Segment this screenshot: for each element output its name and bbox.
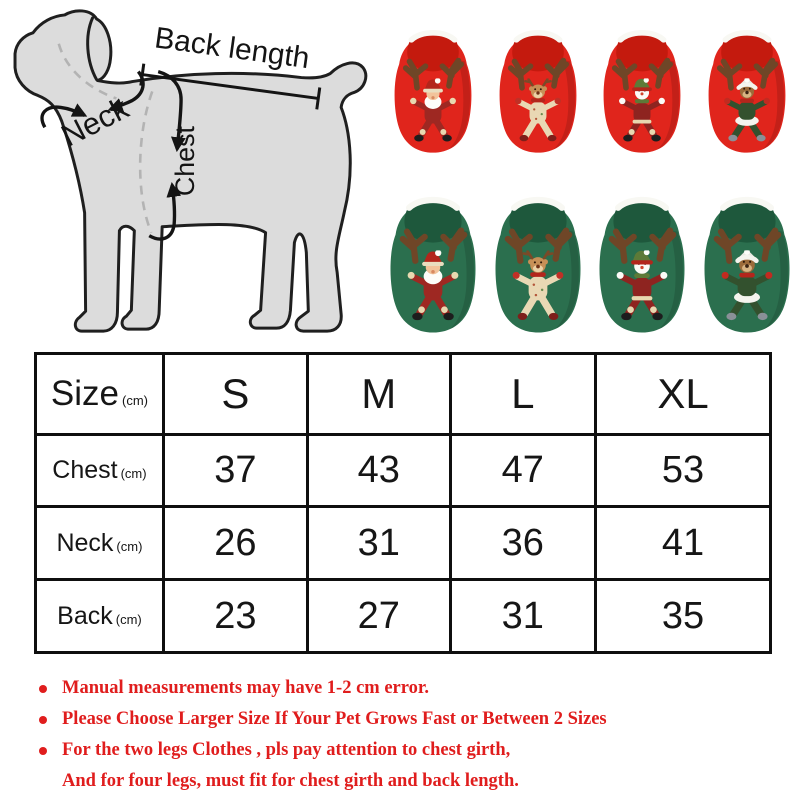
- dog-ear-line: [86, 16, 99, 82]
- note-line-4: And for four legs, must fit for chest gi…: [30, 766, 798, 797]
- product-cell: [381, 22, 486, 158]
- product-cell: [695, 22, 800, 158]
- header-size-s: S: [161, 352, 309, 436]
- unit-label: (cm): [116, 538, 143, 554]
- back-length-label: Back length: [153, 21, 312, 75]
- product-cell: [381, 188, 486, 339]
- costume-red-santa: [386, 22, 480, 158]
- neck-xl: 41: [594, 505, 772, 582]
- dog-measurement-diagram: Back length Neck Chest: [13, 9, 368, 333]
- back-length-measure: [139, 63, 322, 110]
- note-line-1: Manual measurements may have 1-2 cm erro…: [30, 673, 798, 704]
- product-photo-grid: [381, 8, 800, 348]
- header-size-cell: Size (cm): [34, 352, 165, 436]
- costume-green-bear: [695, 188, 799, 339]
- table-header-row: Size (cm) S M L XL: [34, 352, 772, 436]
- product-row-green: [381, 178, 800, 348]
- header-size-xl: XL: [594, 352, 772, 436]
- costume-red-bear: [700, 22, 794, 158]
- back-s: 23: [161, 578, 309, 654]
- product-cell: [486, 22, 591, 158]
- costume-red-reindeer: [491, 22, 585, 158]
- chest-arrow-bottom: [148, 181, 182, 241]
- costume-red-snowman: [595, 22, 689, 158]
- header-size-l: L: [448, 352, 598, 436]
- back-xl: 35: [594, 578, 772, 654]
- note-line-2: Please Choose Larger Size If Your Pet Gr…: [30, 704, 798, 735]
- chest-s: 37: [161, 432, 309, 509]
- unit-label: (cm): [115, 611, 142, 627]
- chest-label: Chest: [170, 125, 200, 196]
- back-m: 27: [305, 578, 452, 654]
- neck-arrow-left: [40, 103, 88, 129]
- row-label-chest: Chest (cm): [34, 432, 165, 509]
- product-row-red: [381, 8, 800, 172]
- costume-green-santa: [381, 188, 485, 339]
- neck-s: 26: [161, 505, 309, 582]
- chest-seam-dashed: [138, 91, 154, 234]
- table-row-back: Back (cm) 23 27 31 35: [34, 578, 772, 654]
- chest-m: 43: [305, 432, 452, 509]
- table-row-neck: Neck (cm) 26 31 36 41: [34, 505, 772, 582]
- bullet-dot: [39, 746, 47, 755]
- unit-label: (cm): [120, 466, 147, 482]
- note-text: Manual measurements may have 1-2 cm erro…: [62, 678, 430, 698]
- row-label-neck: Neck (cm): [34, 505, 165, 582]
- size-header-label: Size: [50, 373, 119, 413]
- product-cell: [590, 188, 695, 339]
- back-l: 31: [448, 578, 598, 654]
- neck-seam-dashed: [57, 43, 117, 100]
- product-cell: [590, 22, 695, 158]
- note-text: Please Choose Larger Size If Your Pet Gr…: [62, 709, 607, 729]
- chest-l: 47: [448, 432, 598, 509]
- note-line-3: For the two legs Clothes , pls pay atten…: [30, 735, 798, 766]
- chest-xl: 53: [594, 432, 772, 509]
- note-text: For the two legs Clothes , pls pay atten…: [62, 740, 511, 760]
- header-size-m: M: [305, 352, 452, 436]
- product-cell: [695, 188, 800, 339]
- product-cell: [486, 188, 591, 339]
- bullet-dot: [39, 715, 47, 724]
- table-row-chest: Chest (cm) 37 43 47 53: [34, 432, 772, 509]
- neck-l: 36: [448, 505, 598, 582]
- costume-green-snowman: [590, 188, 694, 339]
- chest-arrow-top: [157, 69, 186, 153]
- measurement-notes: Manual measurements may have 1-2 cm erro…: [30, 673, 798, 797]
- costume-green-reindeer: [486, 188, 590, 339]
- row-label-back: Back (cm): [34, 578, 165, 654]
- note-text: And for four legs, must fit for chest gi…: [62, 771, 519, 791]
- unit-label: (cm): [121, 392, 148, 408]
- bullet-dot: [39, 684, 47, 693]
- neck-m: 31: [305, 505, 452, 582]
- size-chart-table: Size (cm) S M L XL Chest (cm) 37 43 47 53 …: [34, 352, 772, 654]
- size-chart: Size (cm) S M L XL Chest (cm) 37 43 47 53 …: [34, 352, 772, 654]
